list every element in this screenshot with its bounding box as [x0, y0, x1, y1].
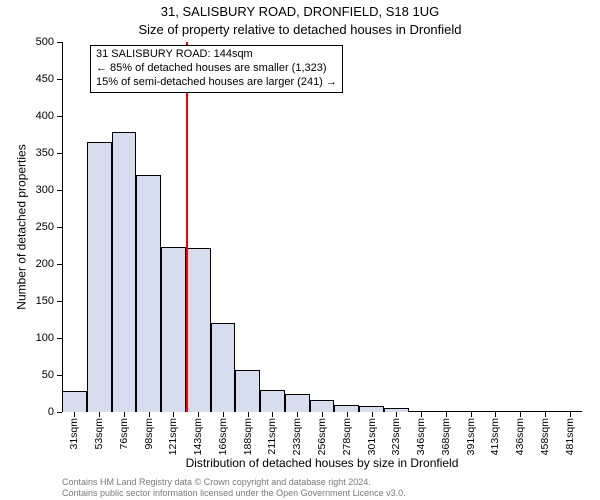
footer-line2: Contains public sector information licen… [62, 488, 582, 498]
chart-title-subtitle: Size of property relative to detached ho… [0, 22, 600, 37]
annotation-line3: 15% of semi-detached houses are larger (… [96, 76, 337, 90]
histogram-bar [334, 405, 359, 412]
x-tick [372, 412, 373, 417]
y-tick-label: 250 [36, 221, 62, 233]
histogram-bar [87, 142, 112, 412]
y-tick-label: 350 [36, 147, 62, 159]
histogram-bar [235, 370, 260, 412]
x-tick [223, 412, 224, 417]
x-tick [396, 412, 397, 417]
x-tick-label: 233sqm [291, 418, 303, 455]
x-tick-label: 256sqm [316, 418, 328, 455]
histogram-bar [285, 394, 310, 413]
x-tick-label: 323sqm [390, 418, 402, 455]
x-tick [570, 412, 571, 417]
x-tick-label: 76sqm [118, 418, 130, 450]
y-tick-label: 500 [36, 36, 62, 48]
x-tick [74, 412, 75, 417]
x-tick [471, 412, 472, 417]
y-axis-line [62, 42, 63, 412]
y-tick-label: 0 [48, 406, 62, 418]
y-tick-label: 150 [36, 295, 62, 307]
x-tick-label: 391sqm [465, 418, 477, 455]
histogram-bar [161, 247, 186, 412]
annotation-box: 31 SALISBURY ROAD: 144sqm ← 85% of detac… [90, 45, 343, 93]
x-tick-label: 121sqm [167, 418, 179, 455]
x-tick-label: 188sqm [242, 418, 254, 455]
x-tick [124, 412, 125, 417]
x-tick-label: 481sqm [564, 418, 576, 455]
annotation-line2: ← 85% of detached houses are smaller (1,… [96, 62, 337, 76]
x-tick [272, 412, 273, 417]
x-tick-label: 278sqm [341, 418, 353, 455]
histogram-bar [211, 323, 236, 412]
y-tick-label: 200 [36, 258, 62, 270]
footer-attribution: Contains HM Land Registry data © Crown c… [62, 477, 582, 498]
x-tick-label: 368sqm [440, 418, 452, 455]
x-tick [99, 412, 100, 417]
x-tick-label: 166sqm [217, 418, 229, 455]
histogram-bar [310, 400, 335, 412]
x-tick-label: 436sqm [514, 418, 526, 455]
x-tick [520, 412, 521, 417]
histogram-bar [112, 132, 137, 412]
x-tick [248, 412, 249, 417]
y-tick-label: 450 [36, 73, 62, 85]
y-tick-label: 400 [36, 110, 62, 122]
y-tick-label: 50 [42, 369, 62, 381]
x-tick-label: 458sqm [539, 418, 551, 455]
x-tick-label: 143sqm [192, 418, 204, 455]
histogram-bar [62, 391, 87, 412]
x-axis-label: Distribution of detached houses by size … [62, 456, 582, 470]
x-tick-label: 31sqm [68, 418, 80, 450]
x-tick-label: 98sqm [143, 418, 155, 450]
x-tick [421, 412, 422, 417]
x-tick-label: 346sqm [415, 418, 427, 455]
plot-area: 05010015020025030035040045050031sqm53sqm… [62, 42, 582, 412]
x-tick-label: 53sqm [93, 418, 105, 450]
histogram-bar [186, 248, 211, 412]
x-tick-label: 211sqm [266, 418, 278, 455]
chart-container: 31, SALISBURY ROAD, DRONFIELD, S18 1UG S… [0, 0, 600, 500]
x-tick [149, 412, 150, 417]
x-tick [446, 412, 447, 417]
y-axis-label: Number of detached properties [15, 144, 29, 309]
x-tick [545, 412, 546, 417]
histogram-bar [260, 390, 285, 412]
x-tick [297, 412, 298, 417]
x-tick [322, 412, 323, 417]
y-tick-label: 300 [36, 184, 62, 196]
x-tick [173, 412, 174, 417]
x-tick-label: 301sqm [366, 418, 378, 455]
x-tick [495, 412, 496, 417]
x-tick [347, 412, 348, 417]
y-tick-label: 100 [36, 332, 62, 344]
annotation-line1: 31 SALISBURY ROAD: 144sqm [96, 48, 337, 62]
histogram-bar [136, 175, 161, 412]
y-axis-label-container: Number of detached properties [14, 42, 30, 412]
chart-title-address: 31, SALISBURY ROAD, DRONFIELD, S18 1UG [0, 4, 600, 19]
footer-line1: Contains HM Land Registry data © Crown c… [62, 477, 582, 487]
reference-line [186, 42, 188, 412]
x-tick-label: 413sqm [489, 418, 501, 455]
x-tick [198, 412, 199, 417]
